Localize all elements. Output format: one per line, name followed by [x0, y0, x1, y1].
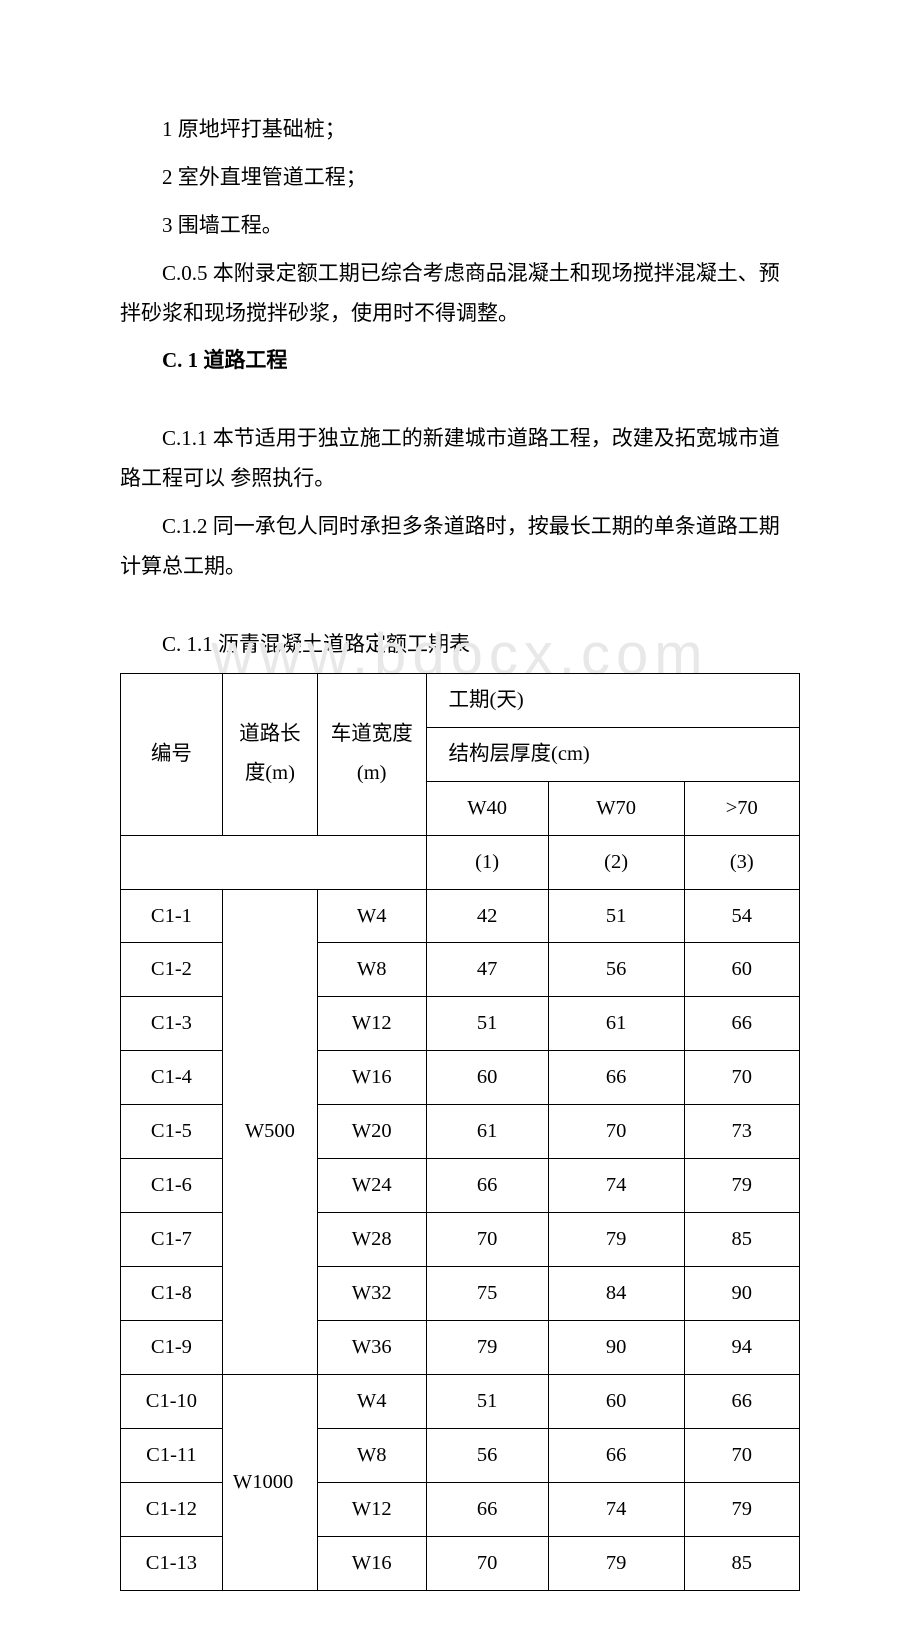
cell-d3: 70: [684, 1428, 799, 1482]
cell-d2: 60: [548, 1374, 684, 1428]
cell-id: C1-6: [121, 1159, 223, 1213]
header-col3: (3): [684, 835, 799, 889]
header-length: 道路长度(m): [222, 673, 317, 835]
cell-d2: 70: [548, 1105, 684, 1159]
cell-d1: 51: [426, 997, 548, 1051]
para-4: C.0.5 本附录定额工期已综合考虑商品混凝土和现场搅拌混凝土、预拌砂浆和现场搅…: [120, 254, 800, 334]
cell-width: W24: [317, 1159, 426, 1213]
cell-width: W4: [317, 889, 426, 943]
cell-d1: 42: [426, 889, 548, 943]
para-6: C.1.1 本节适用于独立施工的新建城市道路工程，改建及拓宽城市道路工程可以 参…: [120, 419, 800, 499]
cell-width: W32: [317, 1267, 426, 1321]
cell-d1: 70: [426, 1536, 548, 1590]
cell-d2: 79: [548, 1536, 684, 1590]
cell-d2: 74: [548, 1159, 684, 1213]
para-7: C.1.2 同一承包人同时承担多条道路时，按最长工期的单条道路工期计算总工期。: [120, 507, 800, 587]
cell-d1: 60: [426, 1051, 548, 1105]
cell-d3: 90: [684, 1267, 799, 1321]
cell-id: C1-10: [121, 1374, 223, 1428]
cell-d2: 74: [548, 1482, 684, 1536]
cell-d2: 51: [548, 889, 684, 943]
cell-d1: 56: [426, 1428, 548, 1482]
cell-width: W16: [317, 1536, 426, 1590]
table-row: C1-10 W1000 W4 51 60 66: [121, 1374, 800, 1428]
section-heading: C. 1 道路工程: [120, 341, 800, 381]
table-header-row: 编号 道路长度(m) 车道宽度(m) 工期(天): [121, 673, 800, 727]
table-header-row: (1) (2) (3): [121, 835, 800, 889]
header-width: 车道宽度(m): [317, 673, 426, 835]
cell-d1: 70: [426, 1213, 548, 1267]
cell-id: C1-1: [121, 889, 223, 943]
cell-width: W16: [317, 1051, 426, 1105]
cell-width: W12: [317, 997, 426, 1051]
cell-id: C1-2: [121, 943, 223, 997]
header-gt70: >70: [684, 781, 799, 835]
table-row: C1-1 W500 W4 42 51 54: [121, 889, 800, 943]
cell-width: W12: [317, 1482, 426, 1536]
cell-width: W28: [317, 1213, 426, 1267]
cell-d1: 66: [426, 1159, 548, 1213]
cell-id: C1-13: [121, 1536, 223, 1590]
header-struct: 结构层厚度(cm): [426, 727, 799, 781]
cell-d2: 61: [548, 997, 684, 1051]
header-col2: (2): [548, 835, 684, 889]
table-caption: C. 1.1 沥青混凝土道路定额工期表: [120, 625, 800, 665]
cell-d3: 94: [684, 1321, 799, 1375]
cell-d3: 85: [684, 1536, 799, 1590]
cell-d2: 90: [548, 1321, 684, 1375]
cell-id: C1-9: [121, 1321, 223, 1375]
cell-width: W36: [317, 1321, 426, 1375]
cell-width: W20: [317, 1105, 426, 1159]
cell-id: C1-8: [121, 1267, 223, 1321]
cell-d2: 79: [548, 1213, 684, 1267]
para-2: 2 室外直埋管道工程；: [120, 158, 800, 198]
cell-d3: 70: [684, 1051, 799, 1105]
cell-d3: 60: [684, 943, 799, 997]
cell-d3: 66: [684, 1374, 799, 1428]
cell-d3: 73: [684, 1105, 799, 1159]
header-id: 编号: [121, 673, 223, 835]
para-3: 3 围墙工程。: [120, 206, 800, 246]
cell-id: C1-12: [121, 1482, 223, 1536]
cell-d1: 47: [426, 943, 548, 997]
header-period: 工期(天): [426, 673, 799, 727]
para-1: 1 原地坪打基础桩；: [120, 110, 800, 150]
cell-d2: 84: [548, 1267, 684, 1321]
cell-d1: 75: [426, 1267, 548, 1321]
cell-id: C1-11: [121, 1428, 223, 1482]
cell-id: C1-3: [121, 997, 223, 1051]
cell-width: W8: [317, 1428, 426, 1482]
header-blank: [121, 835, 427, 889]
cell-d1: 61: [426, 1105, 548, 1159]
cell-width: W8: [317, 943, 426, 997]
cell-d2: 66: [548, 1051, 684, 1105]
header-w40: W40: [426, 781, 548, 835]
cell-d1: 66: [426, 1482, 548, 1536]
cell-d3: 79: [684, 1482, 799, 1536]
cell-length-group: W1000: [222, 1374, 317, 1590]
cell-d3: 85: [684, 1213, 799, 1267]
cell-width: W4: [317, 1374, 426, 1428]
header-w70: W70: [548, 781, 684, 835]
quota-table: 编号 道路长度(m) 车道宽度(m) 工期(天) 结构层厚度(cm) W40 W…: [120, 673, 800, 1591]
header-col1: (1): [426, 835, 548, 889]
cell-id: C1-4: [121, 1051, 223, 1105]
cell-d3: 54: [684, 889, 799, 943]
cell-d3: 79: [684, 1159, 799, 1213]
cell-id: C1-5: [121, 1105, 223, 1159]
cell-d1: 51: [426, 1374, 548, 1428]
cell-id: C1-7: [121, 1213, 223, 1267]
cell-d3: 66: [684, 997, 799, 1051]
cell-d2: 66: [548, 1428, 684, 1482]
cell-d2: 56: [548, 943, 684, 997]
cell-d1: 79: [426, 1321, 548, 1375]
